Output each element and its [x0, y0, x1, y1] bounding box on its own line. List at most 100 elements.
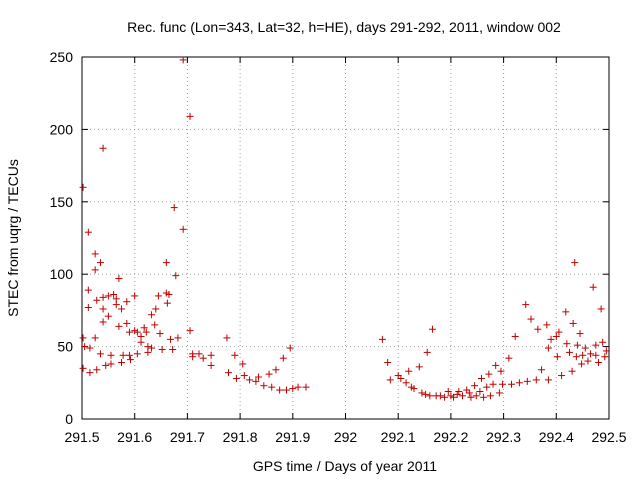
data-point	[485, 370, 493, 378]
data-point	[480, 393, 488, 401]
data-point	[547, 335, 555, 343]
data-point	[553, 353, 561, 361]
data-points	[79, 56, 610, 401]
x-tick-label: 291.8	[223, 429, 258, 445]
x-tick-label: 292.3	[486, 429, 521, 445]
data-point	[578, 360, 586, 368]
data-point	[107, 360, 115, 368]
data-point	[505, 354, 513, 362]
data-point	[102, 361, 110, 369]
data-point	[126, 356, 134, 364]
data-point	[453, 390, 461, 398]
data-point	[565, 348, 573, 356]
data-point	[532, 376, 540, 384]
data-point	[415, 363, 423, 371]
data-point	[410, 385, 418, 393]
data-point	[527, 315, 535, 323]
data-point	[576, 330, 584, 338]
data-point	[587, 350, 595, 358]
data-point	[572, 353, 580, 361]
y-tick-label: 200	[50, 121, 74, 137]
data-point	[418, 389, 426, 397]
data-point	[123, 298, 131, 306]
data-point	[167, 335, 175, 343]
data-point	[544, 344, 552, 352]
data-point	[471, 382, 479, 390]
x-tick-label: 292	[334, 429, 358, 445]
data-point	[99, 144, 107, 152]
data-point	[165, 290, 173, 298]
data-point	[225, 369, 233, 377]
data-point	[423, 348, 431, 356]
data-point	[455, 387, 463, 395]
data-point	[584, 357, 592, 365]
data-point	[104, 312, 112, 320]
data-point	[276, 386, 284, 394]
data-point	[174, 334, 182, 342]
data-point	[568, 367, 576, 375]
data-point	[179, 56, 187, 64]
x-tick-label: 291.5	[64, 429, 99, 445]
x-tick-label: 291.6	[117, 429, 152, 445]
data-point	[602, 347, 610, 355]
data-point	[279, 354, 287, 362]
data-point	[231, 351, 239, 359]
data-point	[552, 332, 560, 340]
data-point	[179, 225, 187, 233]
data-point	[115, 275, 123, 283]
data-point	[477, 374, 485, 382]
data-point	[239, 360, 247, 368]
data-point	[152, 305, 160, 313]
data-point	[282, 386, 290, 394]
data-point	[172, 272, 180, 280]
data-point	[458, 392, 466, 400]
y-axis-label: STEC from uqrg / TECUs	[5, 159, 21, 317]
x-axis-label: GPS time / Days of year 2011	[253, 458, 437, 474]
chart-title: Rec. func (Lon=343, Lat=32, h=HE), days …	[127, 19, 561, 35]
data-point	[91, 266, 99, 274]
data-point	[569, 319, 577, 327]
data-point	[96, 350, 104, 358]
data-point	[142, 328, 150, 336]
y-tick-label: 100	[50, 266, 74, 282]
data-point	[486, 392, 494, 400]
data-point	[162, 259, 170, 267]
data-point	[255, 373, 263, 381]
data-point	[158, 345, 166, 353]
data-point	[563, 340, 571, 348]
y-tick-label: 50	[57, 339, 73, 355]
data-point	[397, 374, 405, 382]
x-tick-label: 292.4	[539, 429, 574, 445]
data-point	[84, 228, 92, 236]
data-point	[119, 351, 127, 359]
data-point	[189, 353, 197, 361]
grid-lines	[82, 57, 609, 419]
data-point	[441, 393, 449, 401]
data-point	[405, 367, 413, 375]
data-point	[207, 351, 215, 359]
data-point	[93, 366, 101, 374]
data-point	[573, 341, 581, 349]
data-point	[207, 361, 215, 369]
data-point	[223, 334, 231, 342]
data-point	[110, 290, 118, 298]
data-point	[272, 366, 280, 374]
y-tick-label: 0	[65, 411, 73, 427]
data-point	[154, 292, 162, 300]
data-point	[133, 350, 141, 358]
data-point	[91, 250, 99, 258]
y-tick-label: 250	[50, 49, 74, 65]
data-point	[402, 379, 410, 387]
data-point	[592, 351, 600, 359]
data-point	[137, 338, 145, 346]
data-point	[118, 359, 126, 367]
data-point	[99, 318, 107, 326]
data-point	[558, 372, 566, 380]
data-point	[489, 380, 497, 388]
data-point	[144, 348, 152, 356]
x-tick-label: 292.2	[433, 429, 468, 445]
data-point	[86, 344, 94, 352]
data-point	[483, 383, 491, 391]
data-point	[170, 204, 178, 212]
